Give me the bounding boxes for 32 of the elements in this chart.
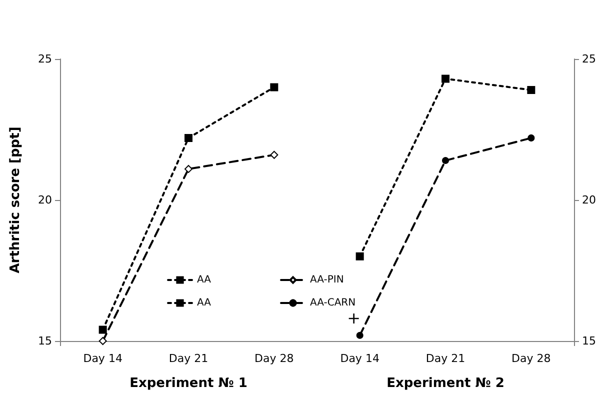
point [528,134,535,142]
point [356,252,364,260]
point [270,150,278,159]
y-tick-label: 25 [38,52,52,66]
point [98,326,107,334]
point [442,74,450,83]
y-axis-title: Arthritic score [ppt] [8,126,23,274]
legend-label: AA [197,274,212,286]
text: Experiment № 2 [386,376,504,391]
y2-tick-label: 25 [582,52,596,66]
y-tick-label: 20 [38,194,52,206]
annotation: + [347,308,361,328]
x-tick-label: Day 21 [168,352,208,365]
legend-label: AA-PIN [310,274,344,286]
point [98,337,107,345]
x-tick-label: Day 21 [426,352,466,365]
text: Experiment № 1 [130,376,248,391]
x-tick-label: Day 14 [340,352,380,365]
point [356,332,364,339]
point [184,134,192,142]
legend-label: AA [197,298,212,308]
point [270,83,278,92]
y2-tick-label: 20 [582,194,596,206]
x-tick-label: Day 14 [83,352,122,365]
x-tick-label: Day 28 [254,352,294,365]
point [527,86,536,94]
y-tick-label: 15 [38,334,52,348]
point [184,164,192,173]
legend-label: AA-CARN [310,298,356,308]
point [442,157,449,164]
y2-tick-label: 15 [582,334,596,348]
x-tick-label: Day 28 [512,352,551,365]
